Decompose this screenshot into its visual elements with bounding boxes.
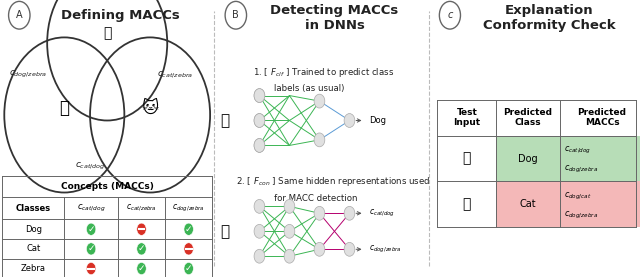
- Circle shape: [314, 242, 325, 256]
- Circle shape: [284, 249, 295, 263]
- Text: c: c: [447, 10, 452, 20]
- Circle shape: [137, 263, 146, 275]
- Text: labels (as usual): labels (as usual): [275, 84, 345, 93]
- Circle shape: [344, 242, 355, 256]
- Text: 🐶: 🐶: [60, 99, 69, 117]
- Text: $c_{dog/zebra}$: $c_{dog/zebra}$: [8, 69, 47, 80]
- Text: Explanation
Conformity Check: Explanation Conformity Check: [483, 4, 616, 32]
- Text: Cat: Cat: [520, 199, 536, 209]
- Circle shape: [314, 206, 325, 220]
- Circle shape: [184, 223, 193, 235]
- Circle shape: [254, 114, 265, 127]
- Circle shape: [86, 263, 96, 275]
- Text: $c_{cat/zebra}$: $c_{cat/zebra}$: [126, 203, 157, 213]
- Circle shape: [254, 138, 265, 152]
- Text: $c_{cat/dog}$: $c_{cat/dog}$: [75, 161, 106, 172]
- Text: B: B: [232, 10, 239, 20]
- Text: ✓: ✓: [185, 225, 193, 234]
- Text: $c_{dog/zebra}$: $c_{dog/zebra}$: [564, 164, 598, 175]
- Text: Predicted
Class: Predicted Class: [504, 108, 552, 127]
- Circle shape: [254, 224, 265, 238]
- Circle shape: [184, 243, 193, 255]
- Circle shape: [344, 206, 355, 220]
- Circle shape: [254, 138, 265, 152]
- Text: A: A: [16, 10, 22, 20]
- Circle shape: [137, 243, 146, 255]
- Circle shape: [344, 114, 355, 127]
- Text: 🐕: 🐕: [463, 197, 471, 211]
- Text: ✓: ✓: [88, 225, 95, 234]
- Text: Test
Input: Test Input: [453, 108, 481, 127]
- Text: for MACC detection: for MACC detection: [275, 194, 358, 202]
- Text: Defining MACCs: Defining MACCs: [61, 9, 179, 22]
- Text: $c_{cat/dog}$: $c_{cat/dog}$: [77, 202, 106, 214]
- Circle shape: [254, 89, 265, 102]
- Text: $c_{dog/cat}$: $c_{dog/cat}$: [564, 190, 591, 202]
- Circle shape: [314, 133, 325, 147]
- Text: $c_{cat/dog}$: $c_{cat/dog}$: [369, 208, 395, 219]
- Circle shape: [254, 114, 265, 127]
- Text: $c_{dog/zebra}$: $c_{dog/zebra}$: [172, 202, 205, 214]
- Circle shape: [284, 199, 295, 213]
- Text: $c_{dog/zebra}$: $c_{dog/zebra}$: [564, 210, 598, 221]
- Circle shape: [184, 263, 193, 275]
- Text: Classes: Classes: [15, 204, 51, 212]
- Text: 🐶: 🐶: [221, 113, 230, 128]
- Text: Predicted
MACCs: Predicted MACCs: [577, 108, 627, 127]
- Circle shape: [254, 199, 265, 213]
- Text: Dog: Dog: [518, 153, 538, 164]
- Text: Dog: Dog: [369, 116, 386, 125]
- Circle shape: [254, 249, 265, 263]
- Text: 1. [ $F_{clf}$ ] Trained to predict class: 1. [ $F_{clf}$ ] Trained to predict clas…: [253, 66, 394, 78]
- Text: $c_{dog/zebra}$: $c_{dog/zebra}$: [369, 244, 401, 255]
- Text: Cat: Cat: [26, 244, 40, 253]
- Text: Concepts (MACCs): Concepts (MACCs): [61, 182, 154, 191]
- Text: ✓: ✓: [138, 244, 145, 253]
- Text: ✓: ✓: [185, 264, 193, 273]
- Circle shape: [254, 89, 265, 102]
- Text: Dog: Dog: [25, 225, 42, 234]
- Text: ✓: ✓: [138, 264, 145, 273]
- Text: 🦓: 🦓: [103, 26, 111, 40]
- Text: Zebra: Zebra: [20, 264, 45, 273]
- Text: ✓: ✓: [88, 244, 95, 253]
- Circle shape: [86, 223, 96, 235]
- Circle shape: [86, 243, 96, 255]
- Text: 🐱: 🐱: [141, 99, 159, 117]
- Bar: [497, 136, 640, 181]
- Text: 🐶: 🐶: [221, 224, 230, 239]
- Circle shape: [137, 223, 146, 235]
- Bar: [497, 181, 640, 227]
- Text: Detecting MACCs
in DNNs: Detecting MACCs in DNNs: [270, 4, 399, 32]
- Text: $c_{cat/zebra}$: $c_{cat/zebra}$: [157, 70, 193, 80]
- Text: 🐶: 🐶: [463, 152, 471, 166]
- Circle shape: [284, 224, 295, 238]
- Text: 2. [ $F_{con}$ ] Same hidden representations used: 2. [ $F_{con}$ ] Same hidden representat…: [236, 175, 430, 188]
- Text: $c_{cat/dog}$: $c_{cat/dog}$: [564, 145, 591, 156]
- Circle shape: [314, 94, 325, 108]
